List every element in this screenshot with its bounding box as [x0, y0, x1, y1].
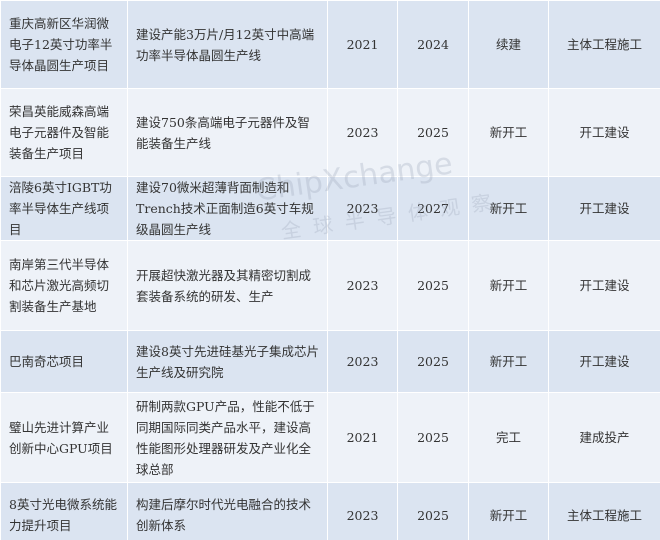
table-row: 8英寸光电微系统能力提升项目 构建后摩尔时代光电融合的技术创新体系 2023 2025… — [0, 482, 660, 540]
start-year: 2021 — [327, 392, 398, 483]
progress: 开工建设 — [548, 330, 660, 393]
table-row: 荣昌英能威森高端电子元器件及智能装备生产项目 建设750条高端电子元器件及智能装备… — [0, 88, 660, 177]
start-year: 2023 — [327, 176, 398, 241]
project-name: 重庆高新区华润微电子12英寸功率半导体晶圆生产项目 — [0, 0, 128, 89]
project-content: 开展超快激光器及其精密切割成套装备系统的研发、生产 — [127, 240, 328, 331]
project-content: 建设8英寸先进硅基光子集成芯片生产线及研究院 — [127, 330, 328, 393]
project-name: 荣昌英能威森高端电子元器件及智能装备生产项目 — [0, 88, 128, 177]
start-year: 2021 — [327, 0, 398, 89]
project-content: 构建后摩尔时代光电融合的技术创新体系 — [127, 482, 328, 540]
end-year: 2025 — [397, 240, 469, 331]
table-row: 璧山先进计算产业创新中心GPU项目 研制两款GPU产品，性能不低于同期国际同类产品… — [0, 392, 660, 483]
table-row: 涪陵6英寸IGBT功率半导体生产线项目 建设70微米超薄背面制造和Trench技术… — [0, 176, 660, 241]
project-content: 建设70微米超薄背面制造和Trench技术正面制造6英寸车规级晶圆生产线 — [127, 176, 328, 241]
start-year: 2023 — [327, 482, 398, 540]
end-year: 2025 — [397, 392, 469, 483]
project-content: 建设产能3万片/月12英寸中高端功率半导体晶圆生产线 — [127, 0, 328, 89]
progress: 主体工程施工 — [548, 0, 660, 89]
project-name: 涪陵6英寸IGBT功率半导体生产线项目 — [0, 176, 128, 241]
project-name: 巴南奇芯项目 — [0, 330, 128, 393]
progress: 主体工程施工 — [548, 482, 660, 540]
table-row: 重庆高新区华润微电子12英寸功率半导体晶圆生产项目 建设产能3万片/月12英寸中高… — [0, 0, 660, 89]
start-year: 2023 — [327, 240, 398, 331]
end-year: 2025 — [397, 330, 469, 393]
progress: 开工建设 — [548, 240, 660, 331]
end-year: 2027 — [397, 176, 469, 241]
start-year: 2023 — [327, 330, 398, 393]
table-row: 南岸第三代半导体和芯片激光高频切割装备生产基地 开展超快激光器及其精密切割成套装备… — [0, 240, 660, 331]
progress: 开工建设 — [548, 88, 660, 177]
project-name: 8英寸光电微系统能力提升项目 — [0, 482, 128, 540]
status: 新开工 — [468, 330, 549, 393]
progress: 建成投产 — [548, 392, 660, 483]
project-name: 南岸第三代半导体和芯片激光高频切割装备生产基地 — [0, 240, 128, 331]
project-name: 璧山先进计算产业创新中心GPU项目 — [0, 392, 128, 483]
table-row: 巴南奇芯项目 建设8英寸先进硅基光子集成芯片生产线及研究院 2023 2025 新开工开… — [0, 330, 660, 393]
status: 新开工 — [468, 176, 549, 241]
end-year: 2025 — [397, 482, 469, 540]
status: 新开工 — [468, 88, 549, 177]
end-year: 2025 — [397, 88, 469, 177]
start-year: 2023 — [327, 88, 398, 177]
status: 新开工 — [468, 240, 549, 331]
status: 续建 — [468, 0, 549, 89]
end-year: 2024 — [397, 0, 469, 89]
project-content: 建设750条高端电子元器件及智能装备生产线 — [127, 88, 328, 177]
status: 完工 — [468, 392, 549, 483]
status: 新开工 — [468, 482, 549, 540]
progress: 开工建设 — [548, 176, 660, 241]
project-content: 研制两款GPU产品，性能不低于同期国际同类产品水平，建设高性能图形处理器研发及产… — [127, 392, 328, 483]
